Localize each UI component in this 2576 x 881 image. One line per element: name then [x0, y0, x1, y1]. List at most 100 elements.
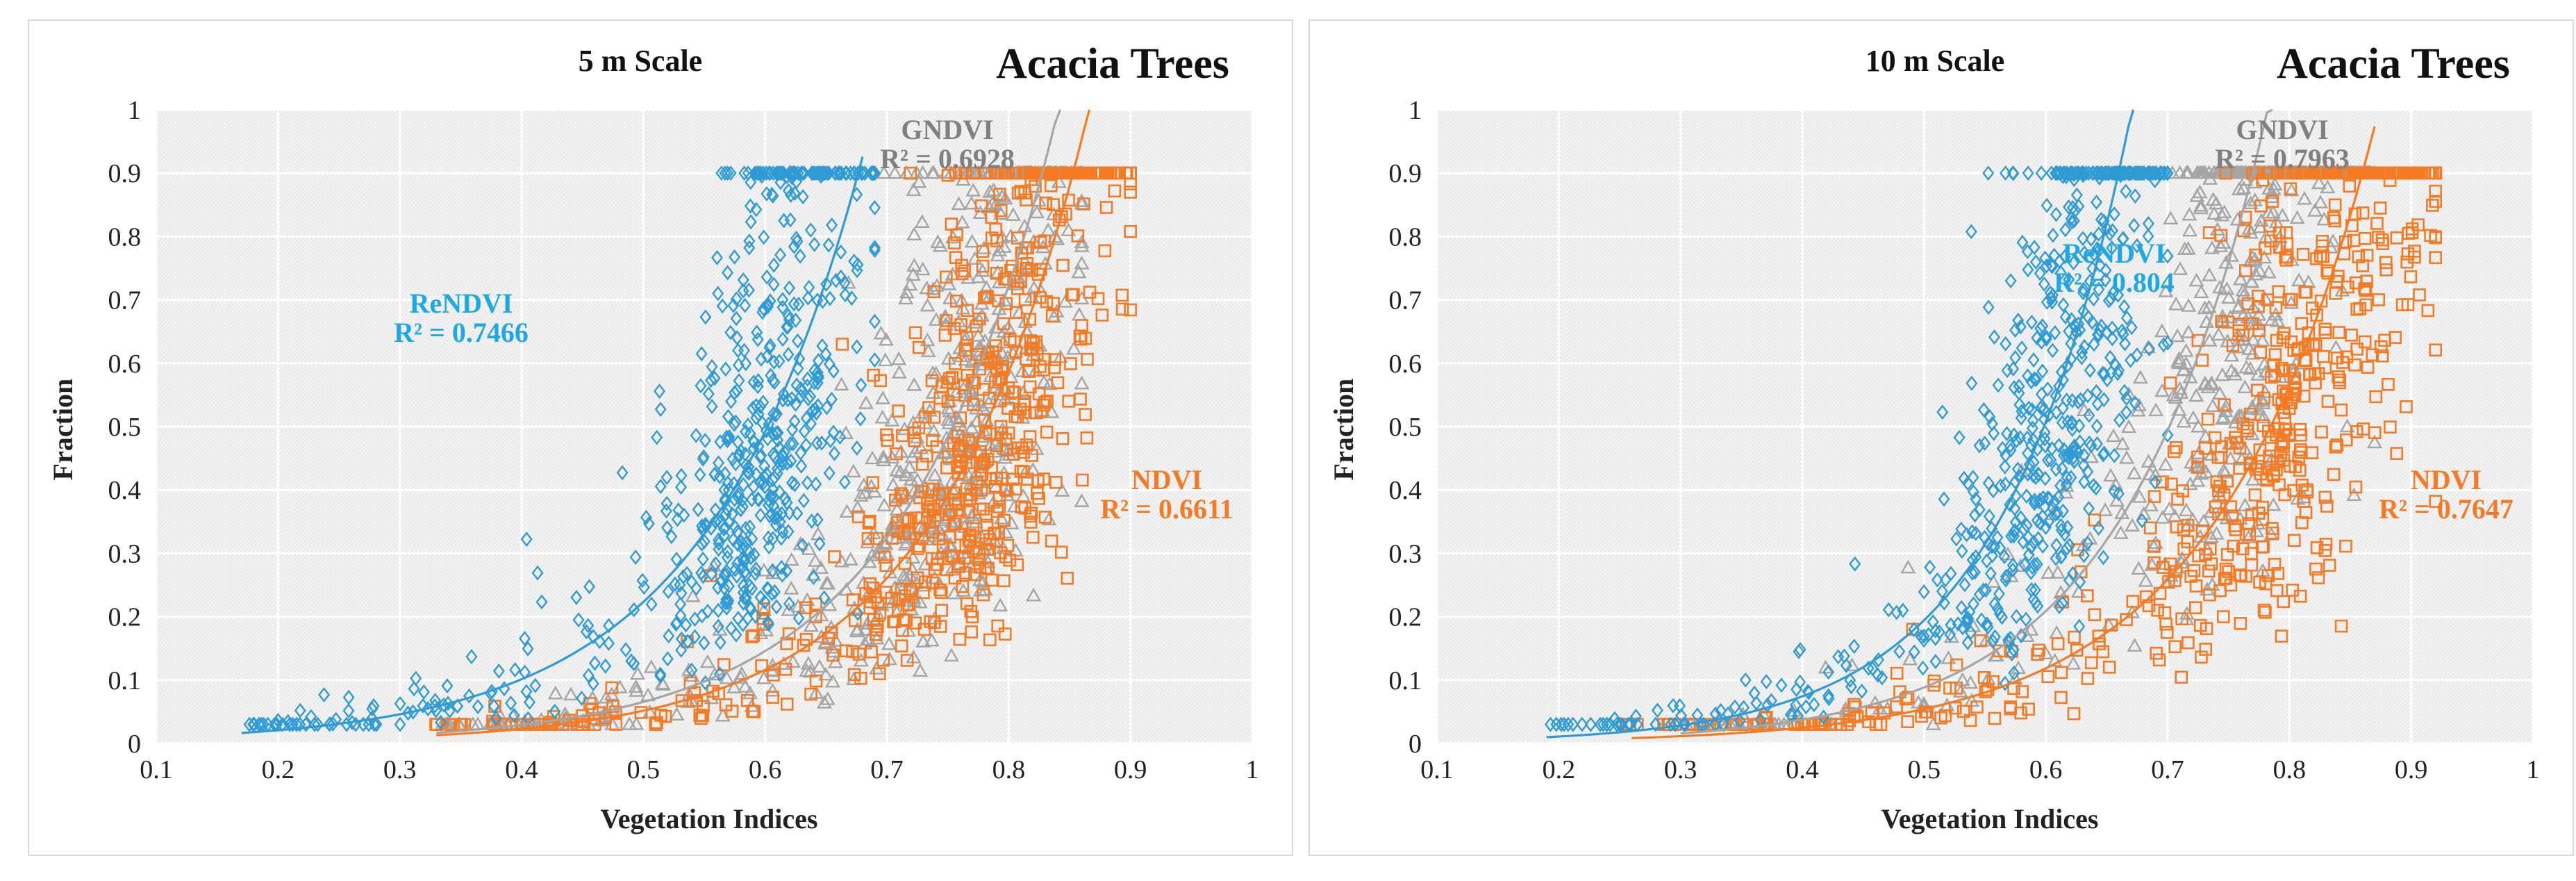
rendvi-point	[2010, 433, 2022, 449]
rendvi-point	[731, 330, 743, 346]
gndvi-point	[912, 594, 928, 609]
ndvi-point	[852, 648, 866, 661]
rendvi-point	[801, 290, 814, 306]
ndvi-point	[945, 371, 959, 384]
ndvi-point	[2293, 443, 2307, 456]
ndvi-point	[2254, 346, 2268, 359]
ndvi-point	[966, 522, 980, 536]
ndvi-point	[809, 610, 822, 624]
y-tick-label: 0.6	[1389, 349, 1422, 379]
rendvi-point	[2037, 490, 2050, 506]
ndvi-point	[2329, 287, 2343, 300]
ndvi-point	[2188, 601, 2202, 615]
y-tick-label: 0.7	[1389, 286, 1422, 315]
rendvi-point	[713, 468, 726, 484]
ndvi-point	[1015, 500, 1029, 513]
ndvi-point	[911, 571, 924, 584]
ndvi-point	[2368, 426, 2382, 440]
rendvi-point	[757, 475, 770, 491]
ndvi-point	[938, 329, 952, 342]
ndvi-point	[2177, 542, 2191, 556]
y-axis-label: Fraction	[1328, 379, 1359, 481]
ndvi-point	[2259, 605, 2272, 619]
ndvi-point	[2379, 256, 2393, 270]
gndvi-point	[991, 242, 1007, 256]
gndvi-point	[2175, 362, 2191, 377]
rendvi-point	[705, 372, 717, 388]
rendvi-point	[311, 716, 324, 732]
rendvi-point	[2077, 281, 2090, 297]
rendvi-point	[2131, 347, 2143, 363]
gndvi-point	[2252, 263, 2268, 277]
rendvi-point	[1808, 697, 1820, 713]
rendvi-point	[709, 513, 722, 529]
gndvi-point	[563, 686, 579, 701]
rendvi-point	[765, 186, 778, 202]
ndvi-point	[1988, 711, 2002, 725]
rendvi-point	[2031, 598, 2044, 614]
rendvi-point	[1882, 602, 1895, 618]
x-tick-label: 0.8	[992, 755, 1026, 784]
rendvi-point	[2059, 222, 2072, 238]
rendvi-point	[733, 446, 745, 462]
ndvi-point	[2143, 521, 2157, 535]
gndvi-point	[1074, 493, 1090, 507]
rendvi-point	[1982, 299, 1995, 315]
rendvi-point	[772, 165, 785, 181]
rendvi-point	[2108, 206, 2120, 222]
ndvi-point	[2305, 302, 2319, 315]
x-tick-label: 0.7	[2151, 755, 2184, 784]
rendvi-point	[1848, 639, 1861, 654]
ndvi-point	[960, 597, 974, 611]
rendvi-point	[435, 714, 447, 730]
gndvi-point	[938, 310, 954, 324]
gndvi-point	[2230, 300, 2246, 314]
ndvi-point	[2126, 595, 2140, 608]
rendvi-point	[2031, 513, 2043, 528]
ndvi-point	[1011, 558, 1024, 572]
y-tick-label: 0.6	[108, 349, 142, 379]
gndvi-point	[997, 190, 1013, 205]
ndvi-point	[2210, 475, 2224, 488]
gndvi-point	[906, 377, 922, 391]
rendvi-point	[761, 581, 774, 596]
rendvi-point	[2004, 273, 2017, 289]
ndvi-point	[1091, 292, 1105, 306]
ndvi-point	[2163, 376, 2177, 390]
rendvi-point	[690, 427, 702, 443]
rendvi-point	[2091, 195, 2103, 210]
rendvi-point	[731, 524, 744, 540]
gndvi-point	[2266, 181, 2282, 195]
rendvi-point	[798, 165, 811, 181]
ndvi-point	[941, 395, 955, 409]
rendvi-point	[654, 666, 667, 682]
ndvi-point	[2379, 263, 2393, 277]
ndvi-point	[997, 317, 1011, 331]
ndvi-point	[2356, 206, 2370, 220]
ndvi-point	[918, 575, 932, 588]
ndvi-point	[2249, 248, 2263, 262]
rendvi-point	[2046, 343, 2059, 359]
species-label: Acacia Trees	[2277, 40, 2510, 88]
ndvi-point	[2333, 373, 2346, 387]
y-tick-label: 0.1	[1389, 666, 1422, 695]
rendvi-point	[739, 552, 751, 568]
gndvi-point	[2255, 395, 2271, 409]
ndvi-point	[1963, 714, 1977, 727]
ndvi-point	[2261, 569, 2275, 582]
rendvi-point	[697, 551, 709, 567]
rendvi-point	[738, 590, 751, 606]
rendvi-point	[2059, 309, 2072, 325]
ndvi-point	[958, 551, 972, 565]
gndvi-point	[2209, 525, 2225, 540]
gndvi-point	[781, 602, 797, 616]
rendvi-point	[770, 517, 782, 533]
ndvi-point	[965, 488, 978, 502]
rendvi-point	[2084, 363, 2096, 378]
rendvi-point	[750, 410, 763, 426]
rendvi-point	[1929, 654, 1942, 670]
rendvi-point	[1567, 716, 1579, 732]
rendvi-point	[342, 702, 355, 718]
ndvi-point	[799, 601, 813, 615]
rendvi-point	[721, 433, 733, 449]
